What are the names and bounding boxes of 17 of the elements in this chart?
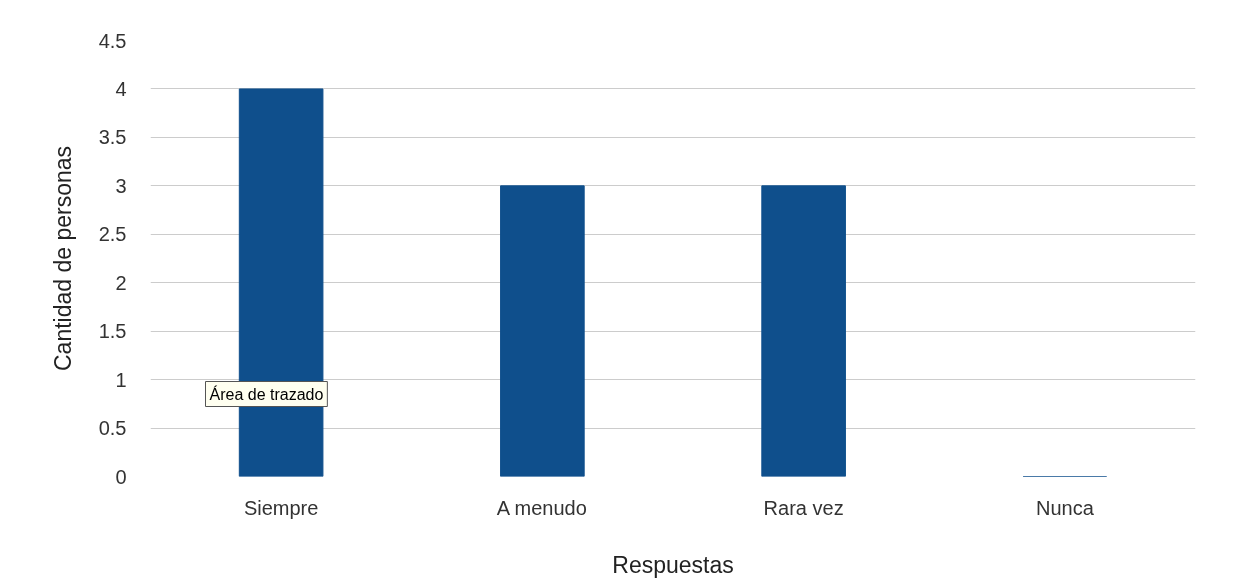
x-axis-title: Respuestas	[612, 551, 734, 578]
y-tick-label: 4.5	[98, 29, 127, 52]
annotation: Área de trazado	[209, 384, 324, 403]
y-tick-label: 1.5	[98, 320, 127, 343]
y-tick-label: 3.5	[98, 126, 127, 149]
x-tick-label: A menudo	[496, 496, 587, 519]
x-tick-label: Rara vez	[763, 496, 844, 519]
y-tick-label: 2.5	[98, 223, 127, 246]
y-tick-label: 1	[115, 368, 127, 391]
y-tick-label: 3	[115, 174, 127, 197]
y-tick-label: 0.5	[98, 417, 127, 440]
y-tick-label: 0	[115, 465, 127, 488]
y-tick-label: 4	[115, 77, 127, 100]
y-tick-label: 2	[115, 271, 127, 294]
x-tick-label: Siempre	[243, 496, 319, 519]
x-tick-label: Nunca	[1035, 496, 1095, 519]
y-axis-title: Cantidad de personas	[49, 145, 76, 372]
